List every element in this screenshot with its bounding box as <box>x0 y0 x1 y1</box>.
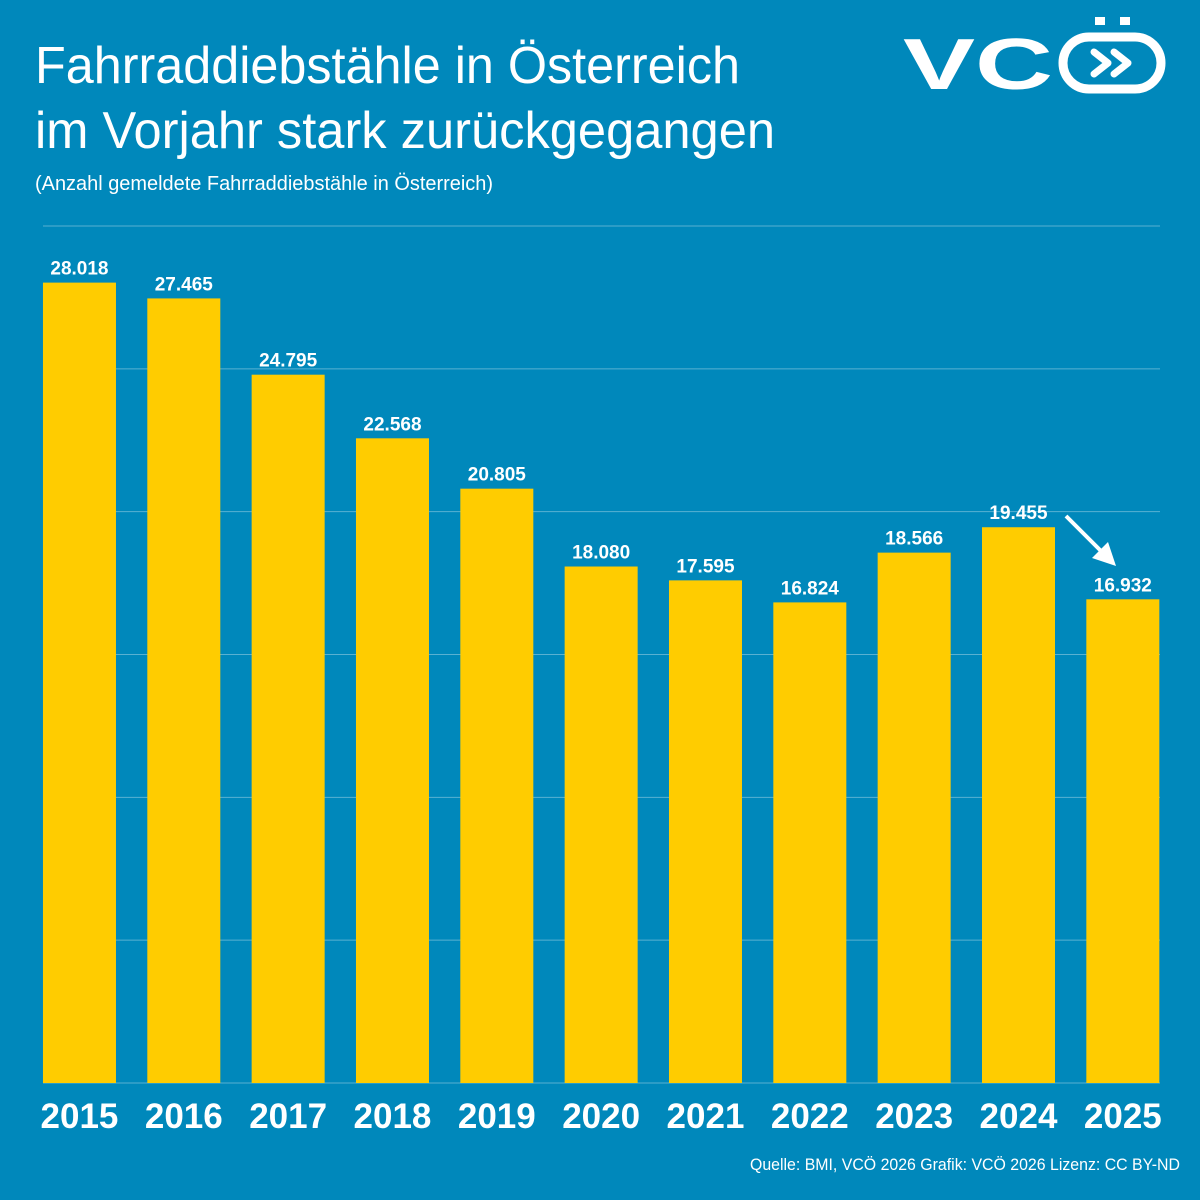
value-label: 24.795 <box>259 351 318 372</box>
arrow-head <box>1092 542 1116 566</box>
bar <box>460 488 534 1083</box>
chart-title: im Vorjahr stark zurückgegangen <box>35 102 775 160</box>
arrow-line <box>1064 514 1105 555</box>
value-label: 19.455 <box>989 503 1048 524</box>
chart-subtitle: (Anzahl gemeldete Fahrraddiebstähle in Ö… <box>35 173 493 195</box>
value-label: 17.595 <box>676 556 735 577</box>
x-tick-label: 2017 <box>249 1097 327 1136</box>
value-label: 18.080 <box>572 543 630 564</box>
x-tick-label: 2018 <box>354 1097 432 1136</box>
x-tick-label: 2023 <box>875 1097 953 1136</box>
value-label: 27.465 <box>155 274 214 295</box>
bar <box>1086 599 1160 1083</box>
logo: VC <box>903 17 1166 105</box>
x-tick-label: 2025 <box>1084 1097 1162 1136</box>
bar <box>773 602 847 1083</box>
logo-text: VC <box>903 25 1053 105</box>
bar <box>877 552 951 1083</box>
bar <box>251 374 325 1083</box>
annotation-arrow <box>1064 514 1116 566</box>
bar <box>981 527 1055 1083</box>
logo-o <box>1058 32 1166 94</box>
x-tick-label: 2024 <box>980 1097 1058 1136</box>
bar <box>668 580 742 1083</box>
x-tick-label: 2022 <box>771 1097 849 1136</box>
value-label: 20.805 <box>468 465 527 486</box>
value-label: 18.566 <box>885 529 943 550</box>
chart-title: Fahrraddiebstähle in Österreich <box>35 37 740 95</box>
bar <box>564 566 638 1083</box>
logo-chevrons <box>1090 48 1132 78</box>
x-tick-label: 2015 <box>41 1097 119 1136</box>
x-tick-label: 2016 <box>145 1097 223 1136</box>
value-label: 16.824 <box>781 578 840 599</box>
x-tick-label: 2019 <box>458 1097 536 1136</box>
bar <box>355 438 429 1083</box>
bar <box>42 282 116 1083</box>
value-label: 22.568 <box>363 414 421 435</box>
value-label: 28.018 <box>50 259 108 280</box>
x-tick-label: 2021 <box>667 1097 745 1136</box>
source: Quelle: BMI, VCÖ 2026 Grafik: VCÖ 2026 L… <box>750 1155 1180 1174</box>
x-tick-label: 2020 <box>562 1097 640 1136</box>
value-label: 16.932 <box>1094 575 1152 596</box>
bar <box>147 298 221 1083</box>
